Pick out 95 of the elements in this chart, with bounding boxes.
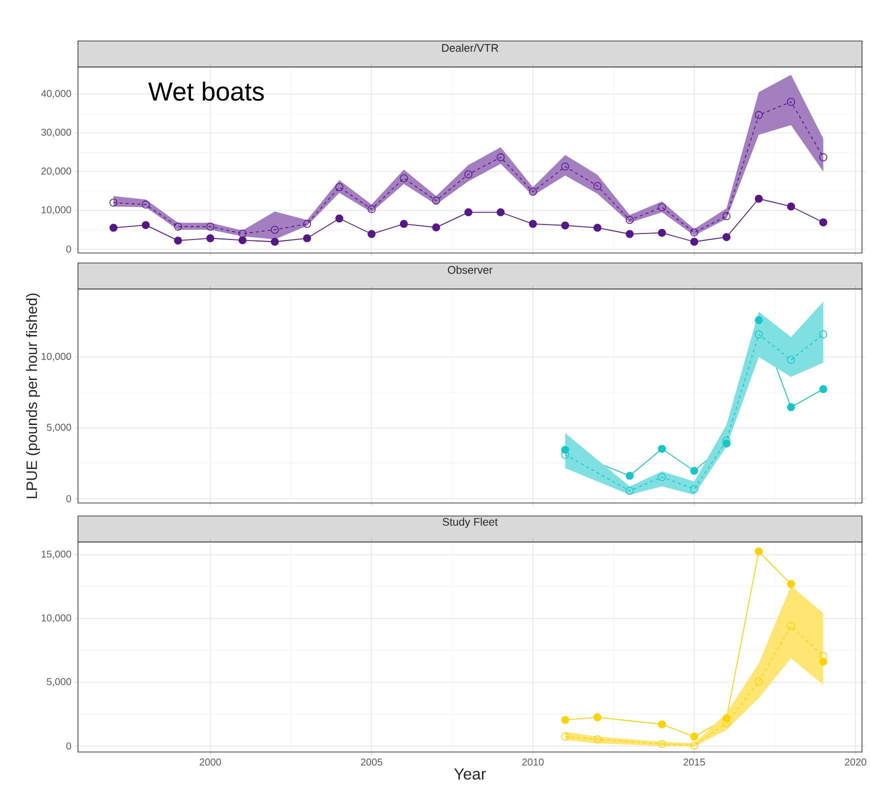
x-tick-label: 2010 xyxy=(522,758,544,766)
point xyxy=(109,198,118,207)
point xyxy=(174,222,182,231)
x-axis-title: Year xyxy=(454,768,486,780)
point xyxy=(658,228,666,237)
y-tick-label: 0 xyxy=(66,246,72,253)
point xyxy=(109,224,118,232)
x-tick-label: 2005 xyxy=(360,758,382,766)
y-tick-label: 40,000 xyxy=(41,90,72,98)
point xyxy=(593,224,602,232)
point xyxy=(400,174,408,182)
chart-title: Study Fleet xyxy=(442,518,498,528)
y-tick-label: 5,000 xyxy=(46,678,72,686)
point xyxy=(561,732,570,741)
point xyxy=(626,472,634,480)
point xyxy=(142,200,150,209)
point xyxy=(368,205,376,214)
point xyxy=(658,444,666,453)
point xyxy=(787,98,796,106)
point xyxy=(238,230,247,238)
y-tick-label: 0 xyxy=(66,495,72,502)
chart-title: Observer xyxy=(448,266,492,274)
point xyxy=(303,234,312,242)
point xyxy=(368,230,376,238)
y-tick-label: 10,000 xyxy=(42,206,72,214)
point xyxy=(754,194,763,203)
point xyxy=(819,330,828,338)
point xyxy=(754,330,763,338)
point xyxy=(561,221,570,230)
y-axis-title: LPUE (pounds per hour fished) xyxy=(26,294,40,498)
point xyxy=(626,230,634,238)
point xyxy=(270,238,279,246)
point xyxy=(787,622,796,630)
point xyxy=(464,208,472,216)
point xyxy=(528,188,537,196)
y-tick-label: 30,000 xyxy=(41,128,72,137)
point xyxy=(690,485,698,494)
point xyxy=(270,226,279,234)
point xyxy=(593,713,602,722)
point xyxy=(593,182,602,190)
point xyxy=(819,385,828,394)
point xyxy=(626,216,634,224)
point xyxy=(335,214,344,222)
point xyxy=(528,220,537,228)
point xyxy=(561,716,570,724)
point xyxy=(722,233,730,242)
point xyxy=(690,228,698,236)
y-tick-label: 10,000 xyxy=(42,352,72,362)
y-tick-label: 5,000 xyxy=(46,424,72,432)
point xyxy=(722,212,730,220)
point xyxy=(464,170,472,178)
point xyxy=(658,720,666,728)
point xyxy=(787,202,796,210)
point xyxy=(754,548,763,556)
point xyxy=(303,220,312,228)
y-tick-label: 15,000 xyxy=(42,550,72,559)
point xyxy=(690,742,698,750)
point xyxy=(432,223,440,232)
y-tick-label: 20,000 xyxy=(41,167,72,176)
y-tick-label: 0 xyxy=(66,742,72,750)
point xyxy=(754,678,763,686)
point xyxy=(561,162,570,171)
point xyxy=(206,234,214,242)
point xyxy=(658,203,666,212)
point xyxy=(787,580,796,588)
point xyxy=(819,153,828,162)
point xyxy=(690,732,698,741)
point xyxy=(400,220,408,228)
point xyxy=(819,218,828,226)
point xyxy=(690,238,698,246)
chart-title: Dealer/VTR xyxy=(442,44,498,52)
x-tick-label: 2015 xyxy=(684,758,705,766)
annotation: Wet boats xyxy=(148,82,264,101)
point xyxy=(142,221,150,230)
point xyxy=(496,208,505,216)
point xyxy=(658,740,666,748)
x-tick-label: 2020 xyxy=(844,758,866,766)
point xyxy=(335,183,344,192)
point xyxy=(432,196,440,205)
point xyxy=(787,356,796,364)
point xyxy=(787,403,796,412)
point xyxy=(690,466,698,475)
point xyxy=(174,236,182,245)
point xyxy=(722,714,730,722)
point xyxy=(819,652,828,660)
point xyxy=(206,222,214,231)
point xyxy=(496,153,505,162)
point xyxy=(626,486,634,495)
y-tick-label: 10,000 xyxy=(42,614,72,623)
point xyxy=(754,111,763,120)
point xyxy=(238,236,247,244)
x-tick-label: 2000 xyxy=(200,758,222,766)
point xyxy=(754,316,763,324)
point xyxy=(593,735,602,744)
point xyxy=(658,473,666,482)
